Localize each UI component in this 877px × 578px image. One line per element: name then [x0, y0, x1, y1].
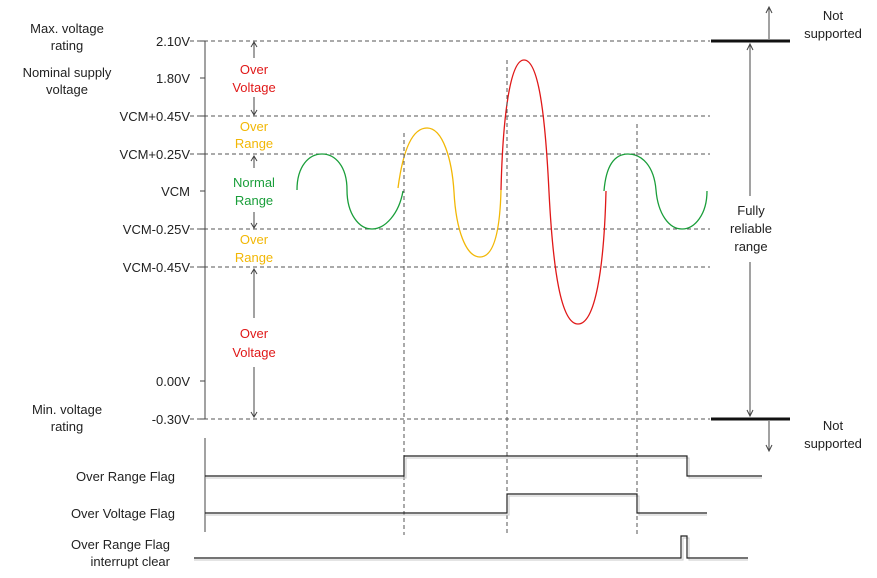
zone-over-range-bot-line2: Range: [235, 250, 273, 265]
label-vcm-minus-045: VCM-0.45V: [123, 260, 191, 275]
zone-normal-line1: Normal: [233, 175, 275, 190]
label-vcm: VCM: [161, 184, 190, 199]
interrupt-clear-signal: [194, 535, 748, 561]
nominal-label-line1: Nominal supply: [23, 65, 112, 80]
over-range-flag-label: Over Range Flag: [76, 469, 175, 484]
zone-over-range-bot-line1: Over: [240, 232, 269, 247]
label-1-80v: 1.80V: [156, 71, 190, 86]
interrupt-clear-label-line2: interrupt clear: [91, 554, 171, 569]
fully-reliable-line3: range: [734, 239, 767, 254]
label-minus-030v: -0.30V: [152, 412, 191, 427]
reliable-range-indicator: [711, 5, 790, 453]
min-rating-label-line2: rating: [51, 419, 84, 434]
waveform-over-range-segment: [397, 127, 502, 258]
zone-over-range-top-line1: Over: [240, 119, 269, 134]
waveform-over-voltage-segment: [500, 59, 607, 325]
over-range-flag-signal: [205, 455, 762, 479]
label-vcm-plus-045: VCM+0.45V: [120, 109, 191, 124]
fully-reliable-line2: reliable: [730, 221, 772, 236]
nominal-label-line2: voltage: [46, 82, 88, 97]
not-supported-top-line2: supported: [804, 26, 862, 41]
axis-ticks: [200, 40, 205, 420]
label-0-00v: 0.00V: [156, 374, 190, 389]
not-supported-bot-line1: Not: [823, 418, 844, 433]
zone-arrows: [250, 41, 258, 418]
zone-over-voltage-top-line2: Voltage: [232, 80, 275, 95]
over-voltage-flag-signal: [205, 493, 707, 516]
interrupt-clear-label-line1: Over Range Flag: [71, 537, 170, 552]
fully-reliable-line1: Fully: [737, 203, 765, 218]
waveform: [296, 59, 708, 325]
label-vcm-plus-025: VCM+0.25V: [120, 147, 191, 162]
not-supported-bot-line2: supported: [804, 436, 862, 451]
waveform-normal-segment-2: [603, 153, 708, 230]
zone-over-range-top-line2: Range: [235, 136, 273, 151]
zone-normal-line2: Range: [235, 193, 273, 208]
waveform-normal-segment-1: [296, 153, 404, 230]
zone-over-voltage-top-line1: Over: [240, 62, 269, 77]
min-rating-label-line1: Min. voltage: [32, 402, 102, 417]
zone-over-voltage-bot-line1: Over: [240, 326, 269, 341]
not-supported-top-line1: Not: [823, 8, 844, 23]
over-voltage-flag-label: Over Voltage Flag: [71, 506, 175, 521]
label-vcm-minus-025: VCM-0.25V: [123, 222, 191, 237]
label-2-10v: 2.10V: [156, 34, 190, 49]
max-rating-label-line2: rating: [51, 38, 84, 53]
zone-over-voltage-bot-line2: Voltage: [232, 345, 275, 360]
max-rating-label-line1: Max. voltage: [30, 21, 104, 36]
